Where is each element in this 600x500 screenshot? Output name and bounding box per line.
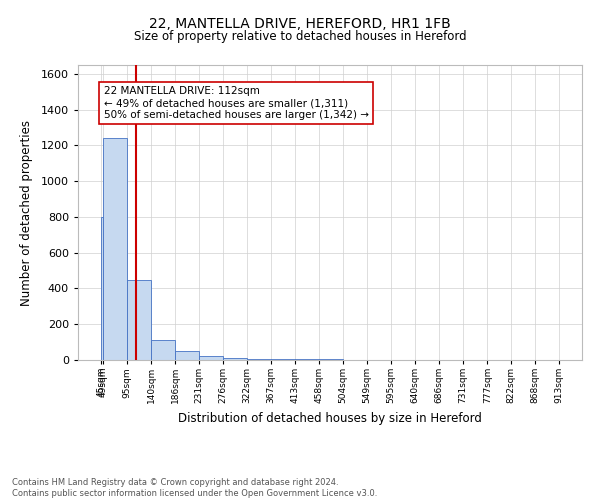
Bar [103, 138, 127, 360]
Bar [271, 359, 295, 360]
Text: Contains HM Land Registry data © Crown copyright and database right 2024.
Contai: Contains HM Land Registry data © Crown c… [12, 478, 377, 498]
Bar [223, 358, 247, 360]
Bar [127, 280, 151, 360]
Text: Size of property relative to detached houses in Hereford: Size of property relative to detached ho… [134, 30, 466, 43]
Y-axis label: Number of detached properties: Number of detached properties [20, 120, 32, 306]
Text: 22 MANTELLA DRIVE: 112sqm
← 49% of detached houses are smaller (1,311)
50% of se: 22 MANTELLA DRIVE: 112sqm ← 49% of detac… [104, 86, 368, 120]
Bar [101, 217, 103, 360]
Text: 22, MANTELLA DRIVE, HEREFORD, HR1 1FB: 22, MANTELLA DRIVE, HEREFORD, HR1 1FB [149, 18, 451, 32]
Bar [151, 340, 175, 360]
X-axis label: Distribution of detached houses by size in Hereford: Distribution of detached houses by size … [178, 412, 482, 424]
Bar [199, 356, 223, 360]
Bar [247, 358, 271, 360]
Bar [175, 351, 199, 360]
